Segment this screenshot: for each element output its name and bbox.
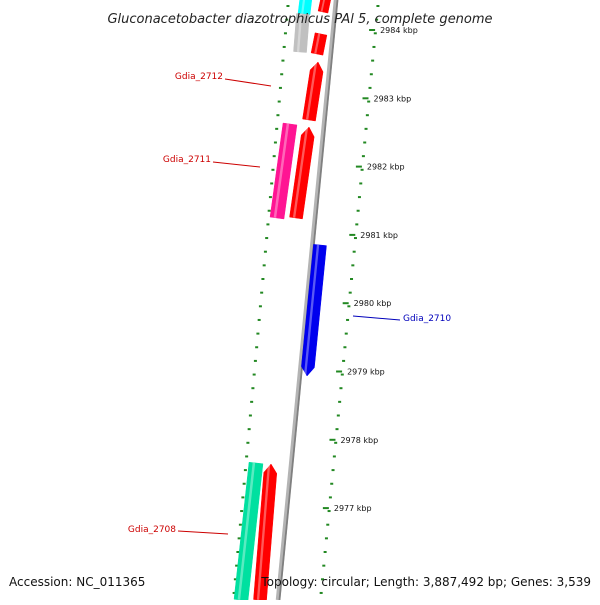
gene-label-leader xyxy=(177,530,229,535)
feature-cds-gdia-2712 xyxy=(302,61,324,122)
feature-trna-gdia-2708-shine xyxy=(237,462,256,600)
gene-label-leader xyxy=(224,78,272,87)
feature-cds-gdia-2711-shine xyxy=(292,126,309,218)
feature-other xyxy=(293,13,310,53)
feature-cds-gdia-2710-shine xyxy=(303,244,320,376)
feature-cds-gdia-2711-body xyxy=(289,126,315,220)
feature-cds-gdia-2712-body xyxy=(302,61,324,122)
gene-features xyxy=(233,0,331,602)
feature-cds-top xyxy=(317,0,331,14)
feature-cds-gdia-2710 xyxy=(301,244,327,377)
feature-cds-top-shine xyxy=(320,0,325,12)
feature-rrna xyxy=(269,122,298,220)
tick-ring-dots xyxy=(232,5,380,594)
feature-cds-2 xyxy=(310,32,328,56)
feature-cds-gdia-2708-shine xyxy=(256,463,271,600)
gene-label-gdia-2710: Gdia_2710 xyxy=(403,314,451,324)
genome-summary-text: Topology: circular; Length: 3,887,492 bp… xyxy=(260,575,591,589)
gene-label-leader xyxy=(212,161,261,168)
gene-label-gdia-2708: Gdia_2708 xyxy=(128,525,176,535)
feature-cds-gdia-2710-body xyxy=(301,244,327,377)
feature-cds-gdia-2712-shine xyxy=(305,61,318,120)
tick-label: 2977 kbp xyxy=(334,504,372,513)
feature-misc xyxy=(297,0,313,16)
tick-label: 2981 kbp xyxy=(360,231,398,240)
tick-marks: 2984 kbp 2983 kbp 2982 kbp 2981 kbp 2980 kbp… xyxy=(322,26,418,513)
backbone-line xyxy=(275,0,339,601)
feature-misc-shine xyxy=(301,0,306,14)
tick-label: 2980 kbp xyxy=(354,299,392,308)
feature-cds-gdia-2711 xyxy=(289,126,315,220)
feature-rrna-body xyxy=(269,122,298,220)
gene-label-leader xyxy=(352,315,401,321)
feature-other-shine xyxy=(296,13,303,52)
accession-text: Accession: NC_011365 xyxy=(9,575,145,589)
tick-label: 2984 kbp xyxy=(380,26,418,35)
feature-cds-top-body xyxy=(317,0,331,14)
tick-label: 2982 kbp xyxy=(367,163,405,172)
map-title: Gluconacetobacter diazotrophicus PAl 5, … xyxy=(107,12,492,27)
gene-labels: Gdia_2712 Gdia_2711 Gdia_2710 Gdia_2708 xyxy=(128,72,451,535)
gene-label-gdia-2712: Gdia_2712 xyxy=(175,72,223,82)
feature-misc-body xyxy=(297,0,313,16)
feature-other-body xyxy=(293,13,310,53)
feature-cds-2-body xyxy=(310,32,328,56)
gene-label-gdia-2711: Gdia_2711 xyxy=(163,155,211,165)
tick-label: 2979 kbp xyxy=(347,368,385,377)
feature-rrna-shine xyxy=(273,123,290,218)
feature-cds-2-shine xyxy=(314,33,321,54)
tick-label: 2983 kbp xyxy=(373,94,411,103)
tick-label: 2978 kbp xyxy=(340,436,378,445)
